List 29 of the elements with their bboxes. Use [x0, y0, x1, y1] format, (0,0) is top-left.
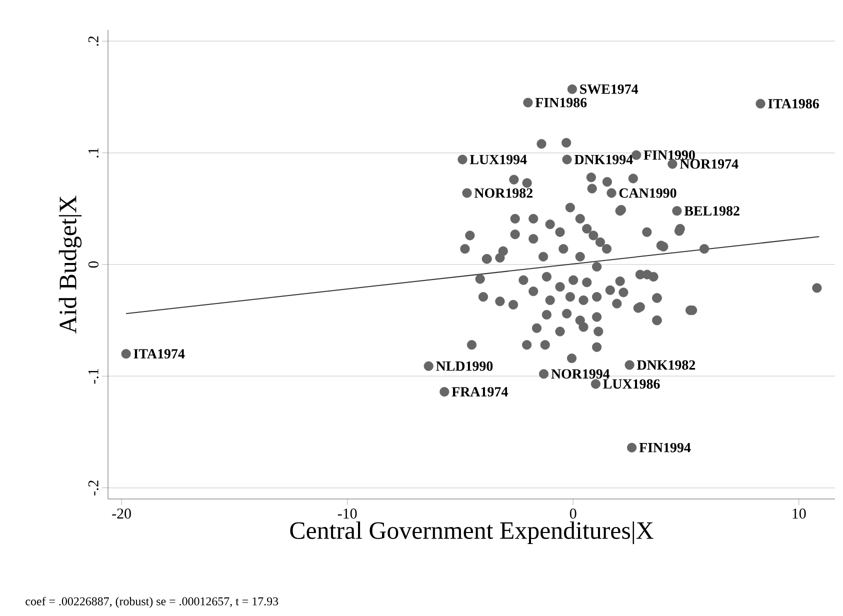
annotation: NOR1982 [474, 188, 532, 198]
y-tick-label: -.2 [88, 480, 98, 496]
y-tick-label: .1 [88, 148, 98, 158]
x-tick-label: 0 [570, 508, 576, 519]
y-tick-label: 0 [88, 261, 98, 268]
annotation: NOR1974 [680, 159, 738, 169]
annotation: NOR1994 [551, 369, 610, 379]
annotation: FIN1986 [535, 98, 587, 108]
annotation: BEL1982 [684, 206, 740, 216]
x-tick-label: 10 [792, 508, 806, 519]
annotation: LUX1994 [470, 154, 527, 164]
annotation: FIN1994 [639, 442, 691, 452]
y-tick-label: -.1 [88, 368, 98, 384]
y-axis-title: Aid Budget|X [58, 196, 82, 334]
y-tick-label: .2 [88, 36, 98, 46]
annotation: NLD1990 [436, 361, 493, 371]
text: coef = .00226887, (robust) se = .00012657, t = 17.93 [26, 596, 278, 608]
annotation: LUX1986 [603, 379, 660, 389]
annotation: ITA1986 [768, 98, 819, 108]
annotation: FIN1990 [644, 150, 695, 160]
annotation: SWE1974 [580, 84, 638, 94]
x-axis-title: Central Government Expenditures|X [290, 521, 654, 544]
annotation: DNK1982 [637, 360, 696, 370]
annotation: DNK1994 [574, 154, 633, 164]
x-tick-label: -10 [338, 508, 357, 519]
x-tick-label: -20 [112, 508, 131, 519]
annotation: ITA1974 [134, 349, 185, 359]
annotation: CAN1990 [619, 188, 676, 198]
annotation: FRA1974 [452, 387, 508, 396]
